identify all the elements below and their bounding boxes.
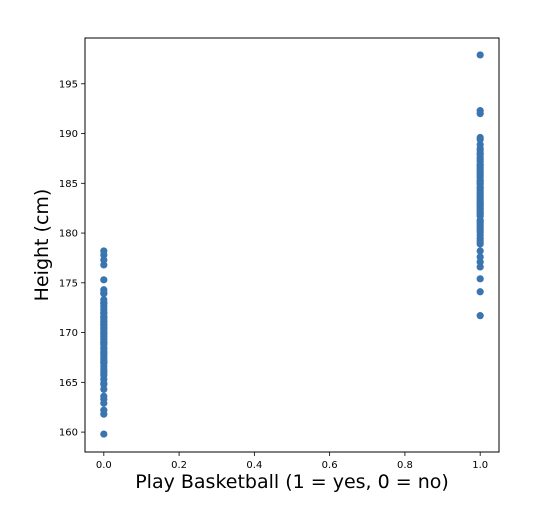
x-tick-label: 0.8 bbox=[397, 460, 413, 471]
data-point bbox=[476, 51, 484, 59]
x-tick-label: 1.0 bbox=[472, 460, 488, 471]
data-point bbox=[476, 275, 484, 283]
data-point bbox=[100, 247, 108, 255]
data-point bbox=[476, 155, 484, 164]
data-points bbox=[100, 51, 484, 438]
y-tick-label: 170 bbox=[59, 328, 78, 339]
y-tick-label: 175 bbox=[59, 278, 78, 289]
x-axis-ticks: 0.0 0.2 0.4 0.6 0.8 1.0 bbox=[96, 452, 488, 471]
x-tick-label: 0.6 bbox=[322, 460, 338, 471]
data-point bbox=[476, 184, 484, 192]
y-tick-label: 165 bbox=[59, 378, 78, 389]
y-tick-label: 160 bbox=[59, 428, 78, 439]
data-point bbox=[476, 238, 484, 246]
data-point bbox=[100, 322, 108, 330]
data-point bbox=[476, 288, 484, 296]
data-point bbox=[100, 406, 108, 414]
data-point bbox=[476, 107, 484, 115]
data-point bbox=[476, 160, 484, 168]
x-tick-label: 0.0 bbox=[96, 460, 112, 471]
data-point bbox=[100, 430, 108, 438]
data-point bbox=[100, 348, 108, 357]
data-point bbox=[100, 289, 108, 297]
data-point bbox=[476, 312, 484, 320]
data-point bbox=[100, 357, 108, 366]
data-point bbox=[476, 167, 484, 175]
data-point bbox=[476, 253, 484, 261]
y-axis-title: Height (cm) bbox=[31, 189, 53, 302]
data-point bbox=[100, 339, 108, 348]
data-point bbox=[476, 144, 484, 153]
y-tick-label: 180 bbox=[59, 229, 78, 240]
data-point bbox=[476, 226, 484, 234]
data-point bbox=[100, 314, 108, 322]
data-point bbox=[100, 392, 108, 400]
data-point bbox=[476, 258, 484, 266]
data-point bbox=[100, 276, 108, 284]
data-point bbox=[476, 263, 484, 271]
data-point bbox=[100, 385, 108, 393]
x-tick-label: 0.2 bbox=[171, 460, 187, 471]
data-point bbox=[100, 379, 108, 387]
y-tick-label: 185 bbox=[59, 179, 78, 190]
x-tick-label: 0.4 bbox=[246, 460, 262, 471]
data-point bbox=[476, 210, 484, 218]
data-point bbox=[100, 365, 108, 373]
y-tick-label: 195 bbox=[59, 79, 78, 90]
y-axis-ticks: 160 165 170 175 180 185 190 195 bbox=[59, 79, 85, 439]
data-point bbox=[100, 299, 108, 307]
y-tick-label: 190 bbox=[59, 129, 78, 140]
data-point bbox=[100, 256, 108, 264]
data-point bbox=[476, 200, 484, 208]
data-point bbox=[476, 192, 484, 200]
data-point bbox=[476, 247, 484, 255]
data-point bbox=[100, 261, 108, 269]
plot-area bbox=[84, 37, 500, 453]
data-point bbox=[476, 133, 484, 142]
x-axis-title: Play Basketball (1 = yes, 0 = no) bbox=[135, 471, 449, 493]
data-point bbox=[476, 150, 484, 159]
data-point bbox=[100, 331, 108, 340]
data-point bbox=[476, 177, 484, 185]
